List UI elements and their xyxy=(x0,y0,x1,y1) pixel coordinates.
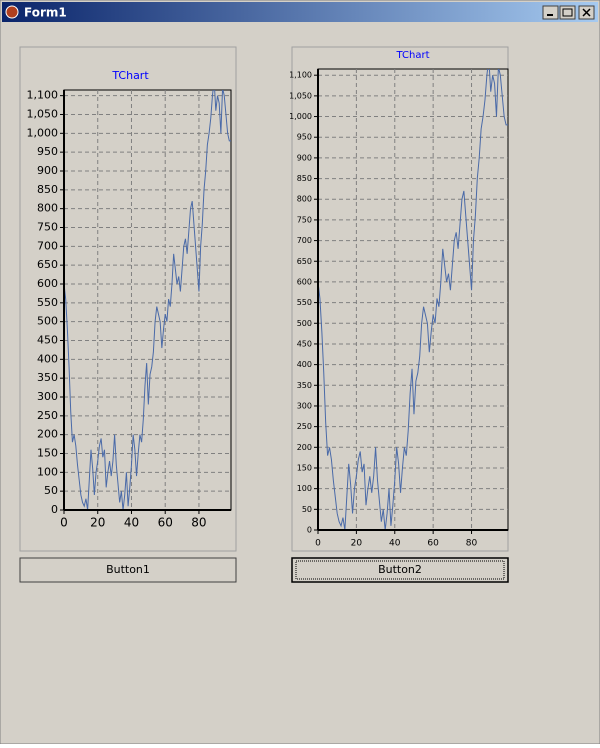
y-tick-label: 350 xyxy=(297,381,312,390)
y-tick-label: 350 xyxy=(37,371,58,384)
caption-buttons xyxy=(542,5,595,20)
x-tick-label: 20 xyxy=(351,539,363,549)
y-tick-label: 900 xyxy=(297,153,312,162)
y-tick-label: 850 xyxy=(297,174,312,183)
line-series xyxy=(64,90,231,510)
y-tick-label: 150 xyxy=(297,463,312,472)
y-tick-label: 50 xyxy=(302,505,312,514)
y-tick-label: 400 xyxy=(297,360,312,369)
plot-area xyxy=(317,68,509,531)
button-label: Button1 xyxy=(106,563,150,576)
y-tick-label: 0 xyxy=(307,526,312,535)
y-tick-label: 300 xyxy=(297,401,312,410)
button[interactable] xyxy=(291,557,509,583)
title-bar xyxy=(2,2,598,22)
y-tick-label: 450 xyxy=(37,333,58,346)
y-tick-label: 1,000 xyxy=(27,126,59,139)
x-tick-label: 0 xyxy=(60,516,68,530)
y-tick-label: 200 xyxy=(297,443,312,452)
y-tick-label: 300 xyxy=(37,390,58,403)
x-tick-label: 60 xyxy=(158,516,173,530)
y-tick-label: 250 xyxy=(37,409,58,422)
y-tick-label: 700 xyxy=(297,236,312,245)
y-tick-label: 950 xyxy=(37,145,58,158)
y-tick-label: 500 xyxy=(37,315,58,328)
maximize-glyph xyxy=(562,8,573,17)
y-tick-label: 50 xyxy=(44,484,58,497)
y-tick-label: 600 xyxy=(297,277,312,286)
chart-title: TChart xyxy=(111,69,149,82)
y-tick-label: 1,100 xyxy=(27,89,59,102)
y-tick-label: 750 xyxy=(297,215,312,224)
maximize-button[interactable] xyxy=(559,5,576,20)
y-tick-label: 900 xyxy=(37,164,58,177)
y-tick-label: 700 xyxy=(37,239,58,252)
chart-title: TChart xyxy=(395,50,429,61)
y-tick-label: 1,000 xyxy=(289,112,312,121)
y-tick-label: 850 xyxy=(37,183,58,196)
y-tick-label: 250 xyxy=(297,422,312,431)
y-tick-label: 550 xyxy=(297,298,312,307)
y-tick-label: 150 xyxy=(37,446,58,459)
x-tick-label: 40 xyxy=(124,516,139,530)
y-tick-label: 600 xyxy=(37,277,58,290)
y-tick-label: 650 xyxy=(37,258,58,271)
y-tick-label: 400 xyxy=(37,352,58,365)
x-tick-label: 20 xyxy=(90,516,105,530)
y-tick-label: 100 xyxy=(37,465,58,478)
y-tick-label: 500 xyxy=(297,319,312,328)
y-tick-label: 200 xyxy=(37,428,58,441)
y-tick-label: 550 xyxy=(37,296,58,309)
focus-rect xyxy=(295,560,505,580)
y-tick-label: 100 xyxy=(297,484,312,493)
minimize-button[interactable] xyxy=(542,5,559,20)
button-label: Button2 xyxy=(378,563,422,576)
app-icon xyxy=(5,5,19,19)
close-glyph xyxy=(582,8,591,17)
x-tick-label: 60 xyxy=(427,539,439,549)
y-tick-label: 450 xyxy=(297,339,312,348)
y-tick-label: 1,050 xyxy=(289,91,312,100)
y-tick-label: 800 xyxy=(37,202,58,215)
x-tick-label: 40 xyxy=(389,539,401,549)
x-tick-label: 80 xyxy=(466,539,478,549)
y-tick-label: 1,100 xyxy=(289,71,312,80)
y-tick-label: 950 xyxy=(297,133,312,142)
y-tick-label: 750 xyxy=(37,220,58,233)
window-title: Form1 xyxy=(24,6,67,20)
plot-area xyxy=(63,89,232,511)
y-tick-label: 1,050 xyxy=(27,107,59,120)
line-series xyxy=(318,69,508,530)
y-tick-label: 0 xyxy=(51,503,58,516)
y-tick-label: 650 xyxy=(297,257,312,266)
x-tick-label: 0 xyxy=(315,539,321,549)
y-tick-label: 800 xyxy=(297,195,312,204)
x-tick-label: 80 xyxy=(191,516,206,530)
button[interactable] xyxy=(19,557,237,583)
